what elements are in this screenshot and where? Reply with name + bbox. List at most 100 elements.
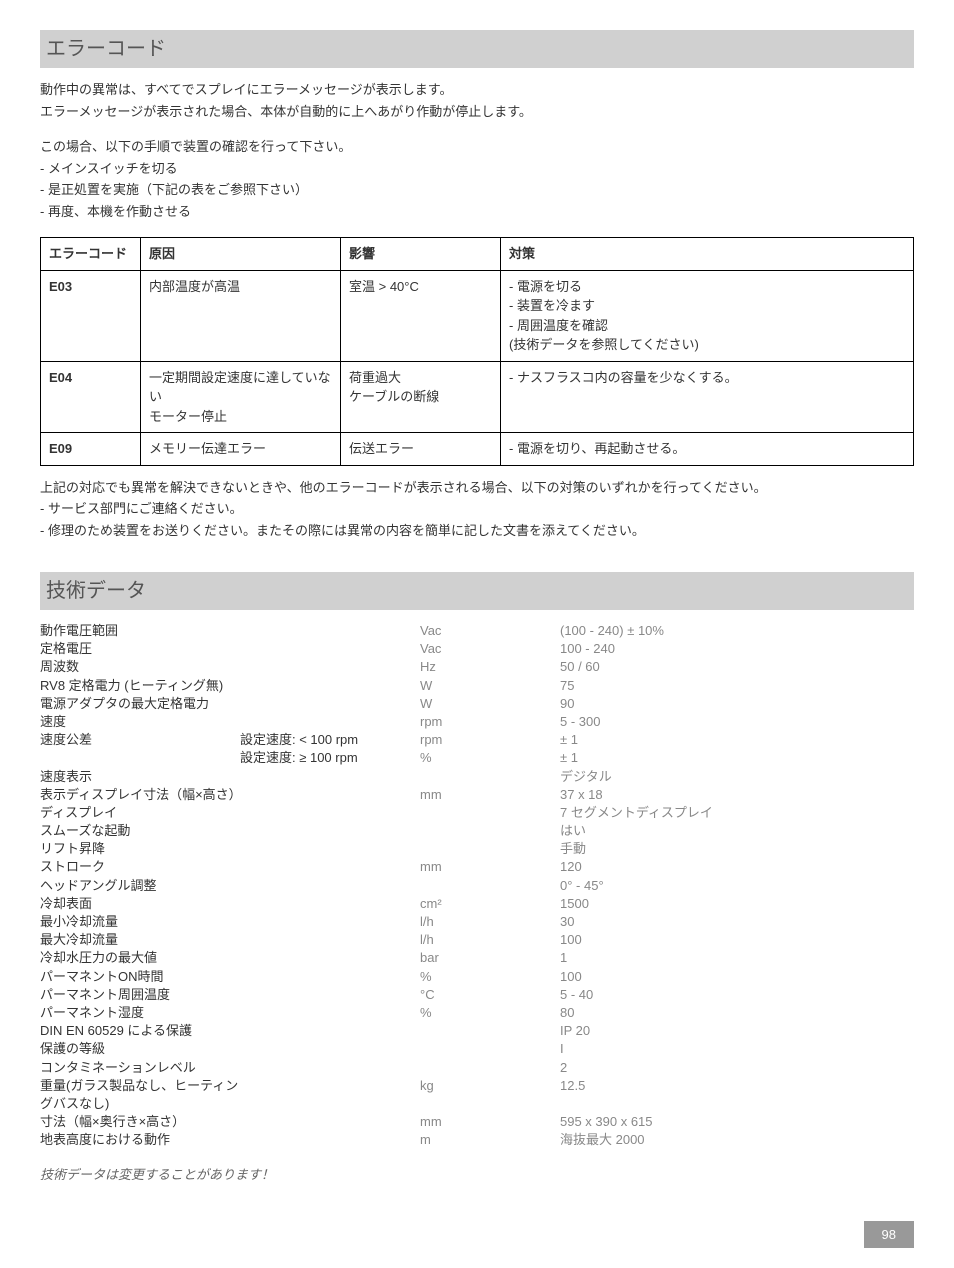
spec-label: コンタミネーションレベル <box>40 1059 240 1077</box>
page-number: 98 <box>864 1221 914 1249</box>
spec-value: デジタル <box>560 768 914 786</box>
intro-line2: エラーメッセージが表示された場合、本体が自動的に上へあがり作動が停止します。 <box>40 102 914 122</box>
spec-label: 冷却水圧力の最大値 <box>40 949 240 967</box>
spec-value: はい <box>560 822 914 840</box>
spec-value: 2 <box>560 1059 914 1077</box>
table-row: E04一定期間設定速度に達していない モーター停止荷重過大 ケーブルの断線- ナ… <box>41 361 914 433</box>
spec-unit <box>420 840 560 858</box>
spec-sublabel <box>240 968 420 986</box>
spec-unit: l/h <box>420 931 560 949</box>
spec-label: DIN EN 60529 による保護 <box>40 1022 240 1040</box>
spec-row: ヘッドアングル調整 0° - 45° <box>40 877 914 895</box>
spec-row: 冷却表面cm²1500 <box>40 895 914 913</box>
error-table: エラーコード 原因 影響 対策 E03内部温度が高温室温 > 40°C- 電源を… <box>40 237 914 466</box>
spec-value: 595 x 390 x 615 <box>560 1113 914 1131</box>
spec-label: 表示ディスプレイ寸法（幅×高さ） <box>40 786 240 804</box>
spec-sublabel <box>240 913 420 931</box>
spec-unit: kg <box>420 1077 560 1113</box>
spec-sublabel <box>240 986 420 1004</box>
spec-unit: bar <box>420 949 560 967</box>
spec-sublabel <box>240 858 420 876</box>
spec-row: 最小冷却流量 l/h30 <box>40 913 914 931</box>
spec-sublabel <box>240 677 420 695</box>
spec-value: 1500 <box>560 895 914 913</box>
section1-header: エラーコード <box>40 30 914 68</box>
td-code: E03 <box>41 270 141 361</box>
spec-label: 地表高度における動作 <box>40 1131 240 1149</box>
spec-value: ± 1 <box>560 749 914 767</box>
spec-sublabel <box>240 1004 420 1022</box>
spec-value: 1 <box>560 949 914 967</box>
spec-sublabel <box>240 931 420 949</box>
spec-label: 動作電圧範囲 <box>40 622 240 640</box>
spec-sublabel <box>240 1022 420 1040</box>
table-row: E09メモリー伝達エラー伝送エラー- 電源を切り、再起動させる。 <box>41 433 914 466</box>
spec-value: 5 - 300 <box>560 713 914 731</box>
spec-row: ディスプレイ 7 セグメントディスプレイ <box>40 804 914 822</box>
spec-label: 最小冷却流量 <box>40 913 240 931</box>
spec-label: 寸法（幅×奥行き×高さ） <box>40 1113 240 1131</box>
spec-sublabel <box>240 840 420 858</box>
spec-unit: % <box>420 749 560 767</box>
spec-value: 50 / 60 <box>560 658 914 676</box>
spec-value: 0° - 45° <box>560 877 914 895</box>
td-solution: - 電源を切り、再起動させる。 <box>501 433 914 466</box>
spec-label: 速度表示 <box>40 768 240 786</box>
spec-label: パーマネント周囲温度 <box>40 986 240 1004</box>
spec-unit <box>420 877 560 895</box>
spec-row: 速度rpm5 - 300 <box>40 713 914 731</box>
spec-unit: mm <box>420 1113 560 1131</box>
td-solution: - 電源を切る - 装置を冷ます - 周囲温度を確認 (技術データを参照してくだ… <box>501 270 914 361</box>
spec-value: 海抜最大 2000 <box>560 1131 914 1149</box>
spec-unit: % <box>420 968 560 986</box>
spec-unit: l/h <box>420 913 560 931</box>
spec-label: 冷却表面 <box>40 895 240 913</box>
spec-row: RV8 定格電力 (ヒーティング無)W75 <box>40 677 914 695</box>
spec-unit: % <box>420 1004 560 1022</box>
spec-row: 電源アダプタの最大定格電力W90 <box>40 695 914 713</box>
td-solution: - ナスフラスコ内の容量を少なくする。 <box>501 361 914 433</box>
td-code: E09 <box>41 433 141 466</box>
spec-unit <box>420 822 560 840</box>
td-cause: 内部温度が高温 <box>141 270 341 361</box>
spec-row: 重量(ガラス製品なし、ヒーティングバスなし) kg12.5 <box>40 1077 914 1113</box>
step2: - 是正処置を実施（下記の表をご参照下さい） <box>40 180 914 200</box>
spec-unit: mm <box>420 858 560 876</box>
spec-label: 電源アダプタの最大定格電力 <box>40 695 240 713</box>
spec-table: 動作電圧範囲Vac(100 - 240) ± 10%定格電圧Vac100 - 2… <box>40 622 914 1149</box>
spec-label: 保護の等級 <box>40 1040 240 1058</box>
spec-row: 動作電圧範囲Vac(100 - 240) ± 10% <box>40 622 914 640</box>
spec-unit: Vac <box>420 640 560 658</box>
spec-unit: rpm <box>420 713 560 731</box>
spec-value: 7 セグメントディスプレイ <box>560 804 914 822</box>
spec-value: 12.5 <box>560 1077 914 1113</box>
spec-row: 設定速度: ≥ 100 rpm%± 1 <box>40 749 914 767</box>
spec-value: 37 x 18 <box>560 786 914 804</box>
spec-row: ストロークmm120 <box>40 858 914 876</box>
spec-unit: W <box>420 677 560 695</box>
section2-header: 技術データ <box>40 572 914 610</box>
spec-label: パーマネントON時間 <box>40 968 240 986</box>
th-effect: 影響 <box>341 238 501 271</box>
spec-label: ヘッドアングル調整 <box>40 877 240 895</box>
spec-sublabel <box>240 658 420 676</box>
spec-row: 定格電圧Vac100 - 240 <box>40 640 914 658</box>
spec-value: 90 <box>560 695 914 713</box>
spec-value: (100 - 240) ± 10% <box>560 622 914 640</box>
spec-sublabel <box>240 804 420 822</box>
spec-sublabel <box>240 822 420 840</box>
spec-label: 重量(ガラス製品なし、ヒーティングバスなし) <box>40 1077 240 1113</box>
spec-row: リフト昇降手動 <box>40 840 914 858</box>
spec-value: 30 <box>560 913 914 931</box>
spec-value: 120 <box>560 858 914 876</box>
spec-unit <box>420 768 560 786</box>
note2: - サービス部門にご連絡ください。 <box>40 499 914 519</box>
spec-sublabel <box>240 640 420 658</box>
spec-sublabel: 設定速度: < 100 rpm <box>240 731 420 749</box>
spec-row: DIN EN 60529 による保護IP 20 <box>40 1022 914 1040</box>
spec-label: ディスプレイ <box>40 804 240 822</box>
spec-label: スムーズな起動 <box>40 822 240 840</box>
spec-value: ± 1 <box>560 731 914 749</box>
step-intro: この場合、以下の手順で装置の確認を行って下さい。 <box>40 137 914 157</box>
notes-block: 上記の対応でも異常を解決できないときや、他のエラーコードが表示される場合、以下の… <box>40 478 914 541</box>
